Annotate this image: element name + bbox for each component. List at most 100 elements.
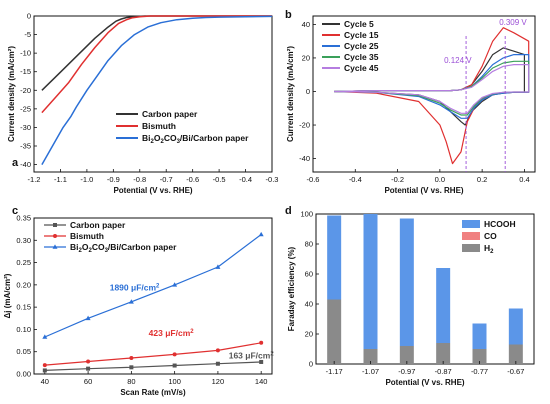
capacitance-value: 163 μF/cm (229, 350, 271, 360)
y-tick-label: -40 (20, 160, 31, 169)
legend-label: Bi2O2CO3/Bi/Carbon paper (70, 242, 177, 254)
bar-segment (399, 346, 414, 364)
data-point (259, 340, 264, 345)
y-tick-label: -40 (299, 154, 310, 163)
legend-label-sub: 3 (177, 139, 181, 145)
x-tick-label: -0.4 (349, 175, 362, 184)
capacitance-label: 1890 μF/cm2 (110, 283, 160, 293)
data-point (42, 363, 47, 368)
x-axis-label: Potential (V vs. RHE) (385, 378, 464, 387)
x-tick-label: 0.0 (435, 175, 445, 184)
y-axis-label: Current density (mA/cm²) (286, 46, 295, 142)
y-tick-label: 80 (305, 240, 313, 249)
x-tick-label: -0.5 (213, 175, 226, 184)
legend-label-sub: 2 (88, 248, 92, 254)
x-tick-label: -0.6 (307, 175, 320, 184)
y-tick-label: -35 (20, 142, 31, 151)
y-tick-label: 0.35 (16, 214, 31, 223)
x-tick-label: -1.17 (326, 367, 343, 376)
legend-label-part: H (484, 243, 490, 253)
data-point (172, 282, 178, 287)
data-point (259, 359, 264, 364)
data-point (129, 355, 134, 360)
legend-label: CO (484, 231, 497, 241)
legend-label-part: O (154, 133, 161, 143)
x-tick-label: 120 (212, 377, 225, 386)
legend-label-part: Bi (142, 133, 151, 143)
legend-label-sub: 2 (79, 248, 83, 254)
y-tick-label: -20 (299, 121, 310, 130)
x-tick-label: 140 (255, 377, 268, 386)
plot-frame (33, 217, 273, 375)
y-tick-label: 20 (305, 330, 313, 339)
bar-segment (508, 308, 523, 345)
legend-label-sub: 3 (105, 248, 109, 254)
x-tick-label: 100 (168, 377, 181, 386)
x-tick-label: -0.3 (266, 175, 279, 184)
series-line-0 (41, 15, 272, 91)
legend-label-part: /Bi/Carbon paper (180, 133, 249, 143)
bar-segment (472, 349, 487, 364)
y-tick-label: 0.20 (16, 280, 31, 289)
y-axis-label: Faraday efficiency (%) (287, 246, 296, 331)
x-tick-label: -1.2 (28, 175, 41, 184)
plot-frame (315, 213, 535, 365)
x-tick-label: 60 (84, 377, 92, 386)
capacitance-sup: 2 (270, 351, 274, 357)
legend-swatch (462, 244, 480, 252)
y-tick-label: 0 (309, 360, 313, 369)
x-tick-label: -0.9 (107, 175, 120, 184)
capacitance-sup: 2 (156, 284, 160, 290)
legend-label-sub: 2 (151, 139, 155, 145)
panel-a: -1.2 -1.1 -1.0 -0.9 -0.8 -0.7 -0.6 -0.5 -0.4 -0.3… (7, 12, 278, 196)
bar-segment (363, 214, 378, 349)
legend-label: Cycle 25 (344, 41, 379, 51)
x-tick-label: -1.07 (362, 367, 379, 376)
panel-d: 0 20 40 60 80 100 -1.17 -1.07 -0.97 -0.87 -0.77 -0.… (285, 205, 535, 387)
x-axis-label: Scan Rate (mV/s) (120, 388, 186, 397)
y-tick-label: 40 (305, 300, 313, 309)
data-point (128, 299, 134, 304)
legend-label-sub: 2 (160, 139, 164, 145)
data-point (215, 264, 221, 269)
y-tick-label: 0 (306, 87, 310, 96)
y-tick-label: 0.10 (16, 325, 31, 334)
x-tick-label: 0.4 (519, 175, 529, 184)
panel-label: b (285, 9, 292, 21)
legend-label: H2 (484, 243, 494, 255)
legend-label: Bismuth (142, 121, 176, 131)
x-tick-label: -0.97 (398, 367, 415, 376)
y-axis-label: Current density (mA/cm²) (7, 46, 16, 142)
data-point (172, 352, 177, 357)
series-line-0 (44, 361, 262, 371)
legend-label: Carbon paper (70, 220, 126, 230)
legend-swatch (462, 232, 480, 240)
x-axis-label: Potential (V vs. RHE) (384, 186, 463, 195)
bar-segment (472, 323, 487, 349)
x-tick-label: -0.87 (435, 367, 452, 376)
legend-label-part: /Bi/Carbon paper (108, 242, 177, 252)
y-tick-label: 60 (305, 270, 313, 279)
data-point (129, 365, 134, 370)
y-tick-label: 40 (302, 20, 310, 29)
legend-label: Bismuth (70, 231, 104, 241)
plot-frame (33, 15, 273, 173)
y-tick-label: -5 (24, 30, 31, 39)
y-tick-label: -20 (20, 86, 31, 95)
data-point (86, 366, 91, 371)
legend-label: Cycle 5 (344, 19, 374, 29)
y-tick-label: 0 (27, 12, 31, 21)
data-point (42, 368, 47, 373)
legend-label: Bi2O2CO3/Bi/Carbon paper (142, 133, 249, 145)
series-line-2 (41, 15, 273, 165)
y-axis-label: Δj (mA/cm²) (3, 273, 12, 318)
data-point (42, 334, 48, 339)
legend-label-part: CO (92, 242, 105, 252)
legend-label-part: O (82, 242, 89, 252)
y-tick-label: -10 (20, 49, 31, 58)
capacitance-label: 163 μF/cm2 (229, 350, 275, 360)
y-tick-label: -25 (20, 104, 31, 113)
bar-segment (363, 349, 378, 364)
capacitance-sup: 2 (190, 329, 194, 335)
